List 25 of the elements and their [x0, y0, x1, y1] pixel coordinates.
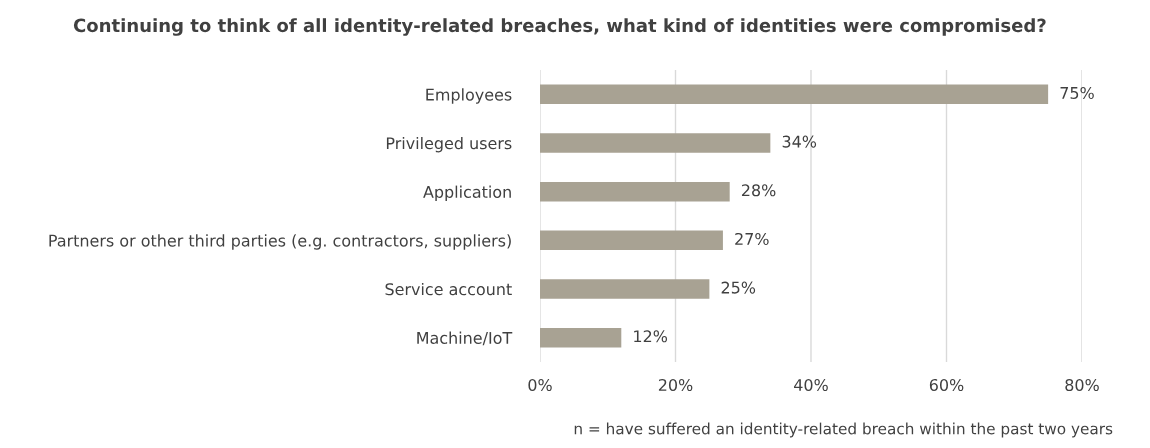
data-label: 28% — [741, 184, 776, 197]
bar — [540, 279, 710, 299]
x-tick-label: 40% — [794, 378, 828, 392]
data-label: 34% — [782, 135, 817, 148]
y-tick-label: Machine/IoT — [417, 331, 513, 346]
bar — [540, 84, 1049, 105]
y-tick-label: Partners or other third parties (e.g. contractors, suppliers) — [49, 234, 511, 250]
chart-title: Continuing to think of all identity-related breaches, what kind of identities were compromised? — [73, 18, 1046, 36]
y-tick-label: Privileged users — [386, 136, 512, 153]
y-tick-label: Service account — [385, 282, 512, 296]
y-tick-label: Employees — [426, 88, 512, 104]
data-label: 27% — [735, 232, 769, 245]
x-tick-label: 20% — [658, 378, 693, 392]
text: n = have suffered an identity-related breach within the past two years — [574, 422, 1113, 438]
bar — [540, 133, 771, 153]
data-label: 75% — [1060, 86, 1094, 99]
bar — [540, 327, 622, 348]
x-tick-label: 0% — [528, 378, 552, 392]
y-tick-label: Application — [423, 185, 511, 202]
x-tick-label: 60% — [929, 378, 964, 392]
x-tick-label: 80% — [1065, 378, 1099, 392]
bar — [540, 181, 730, 202]
data-label: 12% — [634, 330, 668, 343]
bar — [540, 230, 723, 251]
data-label: 25% — [721, 281, 756, 294]
